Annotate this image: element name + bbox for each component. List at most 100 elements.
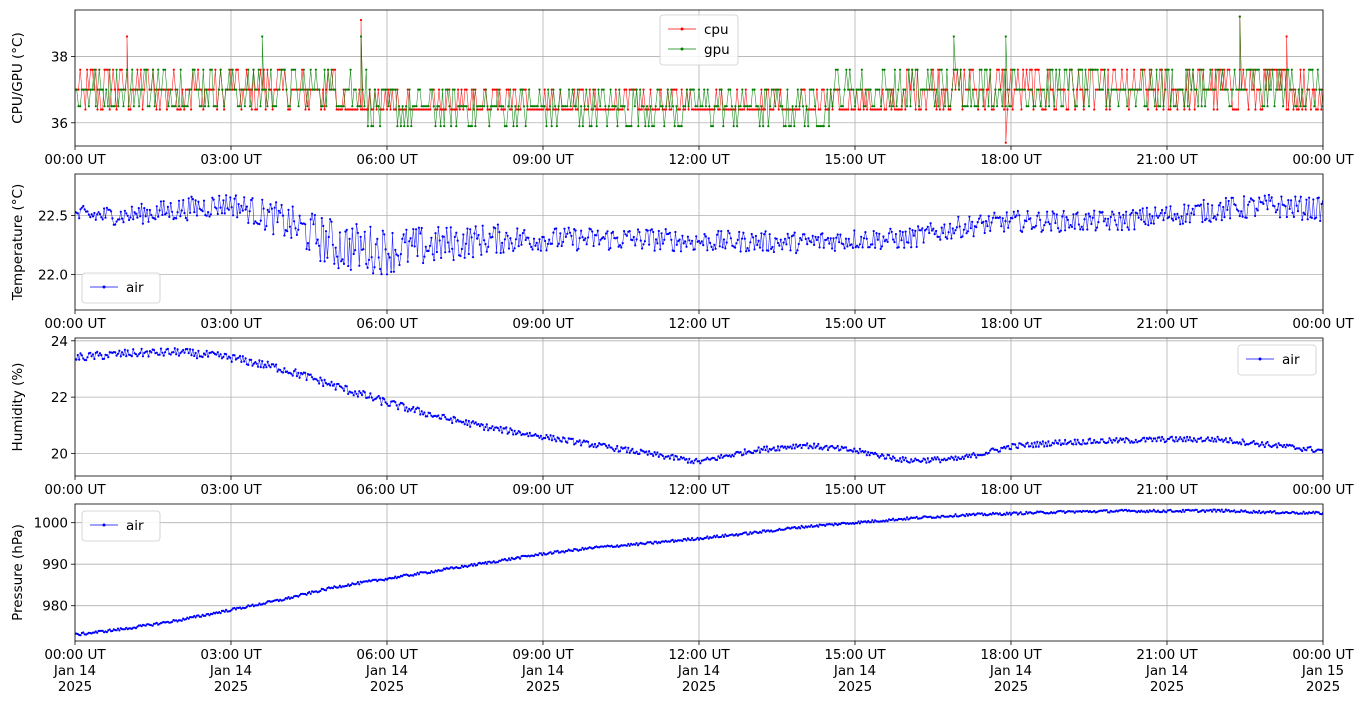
- data-point: [1299, 195, 1302, 198]
- data-point: [544, 239, 547, 243]
- data-point: [645, 450, 648, 453]
- data-point: [857, 520, 860, 523]
- data-point: [1178, 88, 1181, 91]
- data-point: [1263, 105, 1266, 108]
- data-point: [318, 244, 321, 247]
- data-point: [164, 351, 167, 354]
- data-point: [998, 216, 1002, 219]
- data-point: [115, 108, 118, 111]
- data-point: [1301, 88, 1304, 91]
- data-point: [782, 241, 785, 244]
- data-point: [305, 593, 308, 596]
- data-point: [515, 125, 519, 128]
- data-point: [980, 88, 983, 91]
- data-point: [455, 125, 458, 128]
- data-point: [783, 237, 787, 240]
- data-point: [115, 68, 118, 71]
- data-point: [1145, 509, 1148, 512]
- data-point: [164, 68, 167, 71]
- data-point: [793, 231, 796, 234]
- data-point: [224, 88, 227, 91]
- data-point: [228, 88, 231, 91]
- data-point: [671, 453, 674, 456]
- data-point: [642, 105, 645, 108]
- data-point: [1168, 437, 1171, 440]
- data-point: [935, 229, 938, 233]
- data-point: [923, 458, 927, 461]
- data-point: [711, 248, 715, 251]
- data-point: [1254, 68, 1257, 71]
- data-point: [803, 233, 806, 236]
- data-point: [1179, 436, 1182, 439]
- data-point: [770, 88, 773, 91]
- data-point: [1186, 68, 1189, 71]
- data-point: [517, 430, 520, 433]
- data-point: [543, 88, 546, 91]
- data-point: [714, 536, 717, 539]
- data-point: [285, 88, 288, 91]
- data-point: [1012, 210, 1015, 213]
- data-point: [489, 105, 493, 108]
- panel-1: 00:00 UT 03:00 UT 06:00 UT 09:00 UT 12:00 UT…: [10, 9, 1354, 168]
- data-point: [1020, 108, 1023, 111]
- data-point: [619, 105, 623, 108]
- data-point: [821, 125, 824, 128]
- data-point: [990, 221, 993, 224]
- data-point: [659, 248, 662, 251]
- data-point: [320, 379, 323, 382]
- data-point: [613, 108, 616, 111]
- data-point: [1176, 212, 1179, 215]
- data-point: [853, 229, 856, 232]
- data-point: [1192, 437, 1196, 440]
- data-point: [763, 233, 766, 236]
- data-point: [307, 108, 311, 111]
- data-point: [552, 88, 555, 91]
- data-point: [971, 453, 974, 456]
- data-point: [227, 208, 230, 211]
- data-point: [1294, 195, 1297, 198]
- data-point: [715, 534, 719, 537]
- data-point: [649, 105, 652, 108]
- data-point: [1224, 88, 1227, 91]
- data-point: [117, 105, 120, 108]
- data-point: [1072, 443, 1075, 446]
- data-point: [589, 444, 592, 447]
- data-point: [301, 88, 304, 91]
- data-point: [405, 105, 408, 108]
- data-point: [1040, 230, 1043, 233]
- data-point: [661, 105, 664, 108]
- data-point: [699, 105, 702, 108]
- data-point: [907, 68, 910, 71]
- data-point: [646, 229, 649, 232]
- data-point: [1313, 105, 1316, 108]
- data-point: [912, 88, 916, 91]
- data-point: [1093, 209, 1096, 212]
- data-point: [476, 105, 479, 108]
- data-point: [430, 236, 433, 239]
- data-point: [628, 125, 631, 128]
- data-point: [977, 105, 980, 108]
- data-point: [251, 197, 254, 200]
- data-point: [620, 246, 623, 249]
- data-point: [1126, 105, 1129, 108]
- data-point: [703, 233, 706, 236]
- data-point: [989, 229, 992, 232]
- data-point: [753, 248, 756, 251]
- x-tick-label: 09:00 UT: [512, 316, 574, 332]
- data-point: [694, 105, 697, 108]
- data-point: [183, 108, 186, 111]
- data-point: [996, 105, 999, 108]
- data-point: [155, 621, 158, 625]
- data-point: [765, 88, 768, 91]
- data-point: [876, 238, 880, 241]
- data-point: [695, 235, 698, 238]
- data-point: [410, 407, 414, 410]
- data-point: [937, 68, 940, 71]
- data-point: [1221, 88, 1224, 91]
- data-point: [828, 242, 831, 245]
- data-point: [951, 88, 954, 91]
- data-point: [689, 88, 692, 91]
- data-point: [1262, 202, 1265, 205]
- data-point: [1184, 220, 1187, 223]
- data-point: [1212, 217, 1215, 220]
